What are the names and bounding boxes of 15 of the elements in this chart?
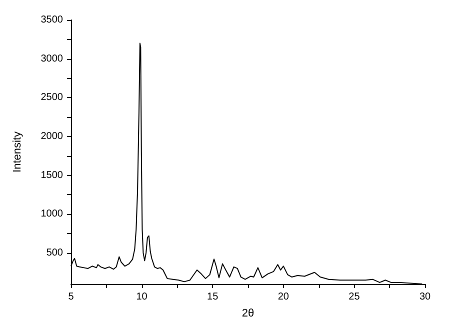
y-axis-title: Intensity [12, 131, 24, 172]
y-tick-label: 500 [46, 247, 64, 258]
x-tick-label: 25 [348, 292, 360, 302]
y-tick-label: 3500 [40, 14, 64, 26]
x-axis-title: 2θ [242, 308, 254, 320]
x-tick-label: 20 [278, 292, 290, 302]
y-tick-label: 1000 [40, 208, 64, 220]
x-tick-label: 15 [207, 292, 219, 302]
y-tick-label: 1500 [40, 170, 64, 181]
y-tick-label: 3000 [40, 53, 64, 64]
y-tick-label: 2000 [40, 130, 64, 142]
x-tick-label: 30 [419, 292, 431, 302]
x-tick-label: 5 [68, 292, 74, 302]
y-tick-label: 2500 [40, 92, 64, 104]
x-tick-label: 10 [136, 292, 148, 302]
